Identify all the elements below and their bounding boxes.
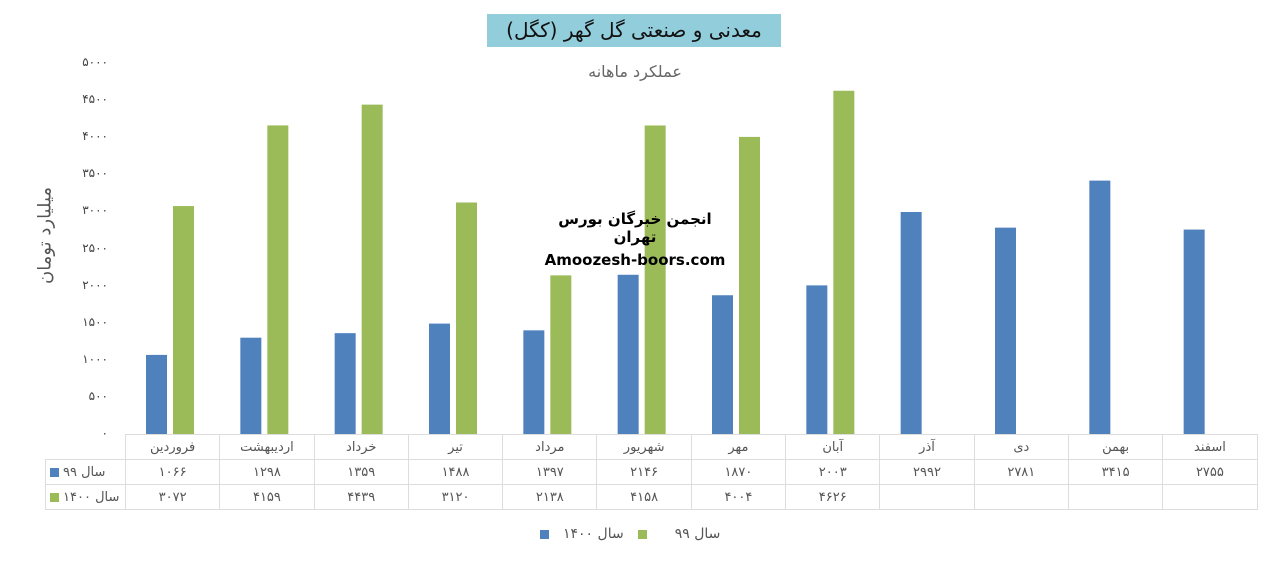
- bar-sal-99: [806, 285, 828, 434]
- y-tick-label: ۰: [101, 426, 108, 440]
- data-cell: ۱۲۹۸: [219, 459, 315, 485]
- y-tick-label: ۵۰۰۰: [82, 55, 108, 69]
- data-cell: ۴۱۵۸: [596, 484, 692, 510]
- legend-item: سال ۹۹: [540, 526, 734, 542]
- category-label: اردیبهشت: [219, 434, 315, 460]
- legend-swatch: [50, 467, 59, 477]
- y-tick-label: ۲۰۰۰: [82, 277, 108, 292]
- y-tick-label: ۳۵۰۰: [82, 166, 108, 181]
- category-label: بهمن: [1067, 434, 1164, 460]
- data-cell: ۱۰۶۶: [124, 459, 221, 485]
- bar-sal-1400: [739, 136, 760, 434]
- bar-sal-1400: [173, 206, 194, 434]
- bar-sal-99: [240, 337, 262, 434]
- category-label: تیر: [407, 434, 504, 460]
- bar-sal-99: [334, 333, 356, 434]
- category-label: مهر: [690, 434, 787, 460]
- bar-sal-99: [617, 274, 639, 434]
- legend-swatch: [50, 492, 59, 502]
- bar-sal-99: [900, 211, 922, 434]
- watermark: انجمن خبرگان بورس تهران Amoozesh-boors.c…: [540, 210, 730, 274]
- bar-sal-1400: [361, 104, 383, 435]
- category-label: شهریور: [596, 434, 692, 460]
- category-label: فروردین: [124, 434, 221, 460]
- data-cell: ۲۹۹۲: [879, 459, 975, 485]
- data-cell: ۲۷۸۱: [973, 459, 1069, 485]
- bar-sal-99: [429, 323, 450, 434]
- data-cell: [879, 484, 975, 510]
- category-label: آذر: [879, 434, 975, 460]
- data-cell: ۱۳۹۷: [502, 459, 598, 485]
- data-cell: [1162, 484, 1258, 510]
- chart-subtitle: عملکرد ماهانه: [588, 62, 682, 81]
- data-cell: ۴۴۳۹: [313, 484, 409, 510]
- table-row: سال ۱۴۰۰ ۳۰۷۲ ۴۱۵۹ ۴۴۳۹ ۳۱۲۰ ۲۱۳۸ ۴۱۵۸ ۴۰۰۴ ۴۶۲۶: [45, 484, 1258, 510]
- legend-label: سال ۹۹: [674, 526, 721, 542]
- bar-sal-1400: [833, 90, 855, 435]
- y-tick-label: ۱۵۰۰: [82, 314, 108, 329]
- bar-sal-1400: [550, 275, 572, 434]
- data-cell: ۴۰۰۴: [690, 484, 787, 510]
- series-label: سال ۹۹: [63, 464, 106, 480]
- y-tick-label: ۴۵۰۰: [82, 92, 108, 107]
- bar-sal-99: [1183, 229, 1205, 434]
- bar-sal-1400: [456, 202, 477, 434]
- data-cell: ۳۴۱۵: [1067, 459, 1164, 485]
- bar-sal-99: [1089, 180, 1111, 434]
- series-label: سال ۱۴۰۰: [63, 489, 120, 505]
- legend-swatch: [540, 529, 549, 539]
- data-cell: ۱۴۸۸: [407, 459, 504, 485]
- watermark-line1: انجمن خبرگان بورس تهران: [558, 210, 712, 246]
- data-cell: ۲۱۴۶: [596, 459, 692, 485]
- category-label: اسفند: [1162, 434, 1258, 460]
- legend-label: سال ۱۴۰۰: [563, 526, 624, 542]
- data-cell: ۱۸۷۰: [690, 459, 787, 485]
- bar-sal-99: [523, 330, 545, 434]
- category-label: خرداد: [313, 434, 409, 460]
- chart-title: معدنی و صنعتی گل گهر (کگل): [487, 14, 781, 47]
- y-tick-label: ۱۰۰۰: [82, 351, 108, 366]
- y-tick-label: ۲۵۰۰: [82, 240, 108, 255]
- y-tick-label: ۴۰۰۰: [82, 129, 108, 144]
- bar-sal-1400: [267, 125, 289, 435]
- category-label: آبان: [785, 434, 881, 460]
- bar-sal-1400: [644, 125, 666, 434]
- legend-swatch: [637, 529, 647, 539]
- data-cell: ۴۱۵۹: [219, 484, 315, 510]
- bar-sal-99: [995, 227, 1016, 434]
- data-cell: ۳۰۷۲: [124, 484, 221, 510]
- legend-item: سال ۱۴۰۰: [563, 526, 661, 542]
- data-cell: ۱۳۵۹: [313, 459, 409, 485]
- bar-sal-99: [146, 354, 167, 434]
- data-cell: ۲۱۳۸: [502, 484, 598, 510]
- category-label: مرداد: [502, 434, 598, 460]
- legend: سال ۹۹ سال ۱۴۰۰: [540, 526, 748, 542]
- data-cell: [973, 484, 1069, 510]
- y-tick-label: ۳۰۰۰: [82, 203, 108, 218]
- data-cell: ۳۱۲۰: [407, 484, 504, 510]
- data-cell: ۲۷۵۵: [1162, 459, 1258, 485]
- y-tick-label: ۵۰۰: [88, 388, 108, 403]
- bar-sal-99: [712, 295, 733, 434]
- data-cell: ۲۰۰۳: [785, 459, 881, 485]
- data-cell: [1067, 484, 1164, 510]
- category-label: دی: [973, 434, 1069, 460]
- data-cell: ۴۶۲۶: [785, 484, 881, 510]
- table-row: سال ۹۹ ۱۰۶۶ ۱۲۹۸ ۱۳۵۹ ۱۴۸۸ ۱۳۹۷ ۲۱۴۶ ۱۸۷۰ ۲۰۰۳ ۲۹…: [45, 459, 1258, 485]
- watermark-line2: Amoozesh-boors.com: [544, 251, 726, 269]
- data-table: فروردین اردیبهشت خرداد تیر مرداد شهریور مهر آبا…: [45, 434, 1258, 510]
